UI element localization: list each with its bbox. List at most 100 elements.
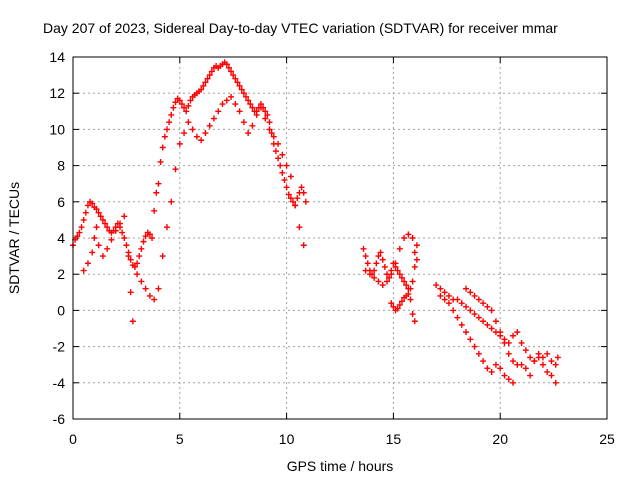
data-point — [441, 289, 448, 296]
data-point — [463, 303, 470, 310]
data-point — [377, 249, 384, 256]
data-point — [219, 101, 226, 108]
data-point — [527, 354, 534, 361]
data-point — [119, 229, 126, 236]
data-point — [266, 119, 273, 126]
x-tick-label: 10 — [279, 431, 295, 447]
data-series — [437, 292, 517, 386]
data-point — [151, 296, 158, 303]
y-tick-label: 0 — [57, 302, 65, 318]
data-point — [514, 329, 521, 336]
data-point — [172, 166, 179, 173]
data-point — [91, 235, 98, 241]
chart-title: Day 207 of 2023, Sidereal Day-to-day VTE… — [43, 20, 558, 36]
data-point — [104, 245, 111, 252]
data-point — [116, 220, 123, 227]
data-point — [292, 202, 299, 209]
data-point — [159, 144, 166, 151]
data-point — [396, 271, 403, 278]
data-point — [262, 108, 269, 115]
data-series — [388, 291, 418, 325]
data-point — [398, 274, 405, 281]
data-point — [552, 379, 559, 386]
data-point — [125, 253, 132, 260]
data-point — [84, 260, 91, 267]
data-point — [134, 271, 141, 278]
data-point — [95, 242, 102, 249]
data-point — [279, 169, 286, 176]
data-point — [225, 64, 232, 71]
data-point — [552, 361, 559, 368]
data-point — [454, 296, 461, 303]
data-point — [99, 216, 106, 223]
data-point — [266, 126, 273, 133]
y-tick-label: 4 — [57, 230, 65, 246]
data-point — [181, 130, 188, 137]
data-point — [300, 189, 307, 196]
data-point — [475, 296, 482, 303]
data-point — [445, 300, 452, 307]
data-point — [200, 82, 207, 89]
plot-frame — [72, 56, 608, 420]
data-point — [467, 336, 474, 343]
data-point — [277, 162, 284, 169]
data-point — [136, 253, 143, 260]
data-point — [155, 285, 162, 292]
data-point — [93, 206, 100, 213]
data-point — [149, 235, 156, 241]
data-point — [264, 111, 271, 118]
data-point — [522, 347, 529, 354]
data-point — [381, 263, 388, 270]
data-point — [480, 300, 487, 307]
data-point — [245, 130, 252, 137]
data-point — [270, 133, 277, 140]
data-point — [296, 224, 303, 231]
data-point — [210, 115, 217, 122]
data-point — [411, 249, 418, 256]
data-point — [223, 61, 230, 68]
data-point — [232, 75, 239, 82]
data-point — [396, 245, 403, 252]
data-point — [142, 233, 149, 240]
data-point — [394, 305, 401, 312]
data-point — [74, 233, 81, 240]
x-tick-label: 5 — [176, 431, 184, 447]
data-point — [206, 122, 213, 129]
data-point — [80, 216, 87, 223]
data-point — [360, 245, 367, 252]
data-point — [80, 267, 87, 274]
data-point — [95, 209, 102, 216]
data-point — [398, 298, 405, 305]
data-point — [544, 350, 551, 357]
data-series — [433, 282, 561, 368]
data-point — [257, 104, 264, 111]
data-point — [275, 155, 282, 162]
data-point — [539, 361, 546, 368]
data-point — [409, 235, 416, 241]
data-point — [166, 119, 173, 126]
data-point — [510, 332, 517, 339]
data-point — [396, 301, 403, 308]
data-point — [362, 253, 369, 260]
data-point — [437, 285, 444, 292]
data-point — [497, 329, 504, 336]
data-point — [202, 130, 209, 137]
data-point — [247, 101, 254, 108]
data-point — [366, 271, 373, 278]
data-point — [510, 379, 517, 386]
data-point — [409, 311, 416, 318]
data-point — [127, 256, 134, 263]
data-point — [480, 358, 487, 365]
data-point — [548, 372, 555, 379]
data-point — [206, 72, 213, 79]
data-point — [121, 213, 128, 220]
data-point — [505, 350, 512, 357]
data-point — [403, 282, 410, 289]
data-point — [163, 224, 170, 231]
data-point — [445, 292, 452, 299]
data-point — [463, 329, 470, 336]
data-point — [501, 372, 508, 379]
data-point — [294, 195, 301, 202]
data-point — [392, 260, 399, 267]
